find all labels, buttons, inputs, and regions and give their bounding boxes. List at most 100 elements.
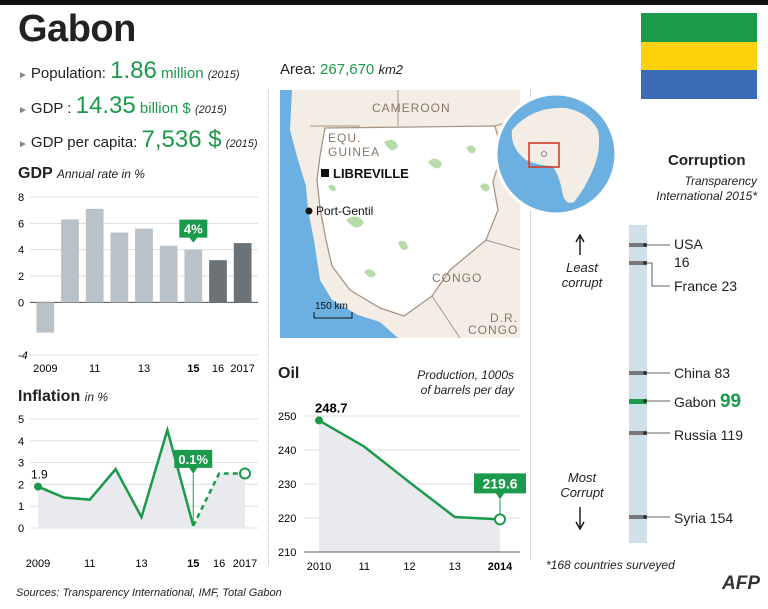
map-label-cameroon: CAMEROON xyxy=(372,101,451,115)
afp-logo: AFP xyxy=(722,573,760,594)
inflation-y-tick: 0 xyxy=(18,523,24,535)
globe-gabon-dot xyxy=(541,151,547,157)
label-usa-rank: 16 xyxy=(674,254,690,270)
gdp-x-tick: 16 xyxy=(212,363,224,375)
inflation-end-point xyxy=(239,467,251,480)
marker-gabon xyxy=(629,399,647,404)
stat-population: ► Population: 1.86 million (2015) xyxy=(18,57,240,84)
gabon-flag xyxy=(641,13,757,99)
bullet-icon: ► xyxy=(18,70,28,81)
label-russia: Russia 119 xyxy=(674,427,744,443)
globe-inset xyxy=(494,92,618,216)
source-note: Sources: Transparency International, IMF… xyxy=(16,587,282,599)
map-sea xyxy=(280,90,398,338)
gdp-y-tick: 2 xyxy=(18,271,24,283)
marker-syria xyxy=(629,515,647,519)
oil-y-tick: 240 xyxy=(278,445,296,457)
leader-lines xyxy=(643,243,670,519)
gdp-bar xyxy=(110,232,129,303)
map-label-congo: CONGO xyxy=(432,271,482,285)
map-label-dr: D.R. xyxy=(490,311,518,325)
gdp-bar xyxy=(159,245,178,303)
inflation-y-tick: 5 xyxy=(18,414,24,426)
inflation-highlight-callout xyxy=(174,449,213,474)
divider-left xyxy=(268,90,269,565)
oil-start-point xyxy=(315,416,323,425)
label-most-corrupt: Most Corrupt xyxy=(560,470,604,500)
gdp-x-tick: 11 xyxy=(89,363,100,375)
gdp-highlight-callout xyxy=(179,219,208,243)
gdp-bar-chart: -4 0 2 4 6 8 2009 11 13 15 4% 16 2017 xyxy=(18,192,258,375)
arrow-up-icon xyxy=(575,233,585,255)
map-label-guinea: GUINEA xyxy=(328,145,380,159)
oil-x-tick: 12 xyxy=(403,561,415,573)
page-title: Gabon xyxy=(18,8,136,50)
oil-x-tick: 2014 xyxy=(488,561,513,573)
gdp-y-tick: -4 xyxy=(18,350,28,362)
oil-y-tick: 230 xyxy=(278,479,296,491)
inflation-forecast-line xyxy=(192,472,245,527)
corruption-scale xyxy=(575,225,670,543)
oil-y-tick: 220 xyxy=(278,513,296,525)
inflation-start-point xyxy=(34,482,42,491)
map-label-equ: EQU. xyxy=(328,131,361,145)
oil-start-label: 248.7 xyxy=(315,400,348,415)
inflation-y-tick: 1 xyxy=(18,501,24,513)
corruption-subtitle: Transparency International 2015* xyxy=(656,174,757,203)
divider-right xyxy=(530,90,531,560)
corruption-footnote: *168 countries surveyed xyxy=(546,558,675,572)
city-marker xyxy=(305,207,313,215)
oil-area xyxy=(319,420,500,552)
inflation-line xyxy=(37,425,195,527)
label-france: France 23 xyxy=(674,278,738,294)
label-gabon: Gabon 99 xyxy=(674,391,742,412)
stat-gdp: ► GDP : 14.35 billion $ (2015) xyxy=(18,92,227,119)
inflation-area xyxy=(38,429,245,528)
inflation-x-tick: 2009 xyxy=(26,558,50,570)
gdp-bar xyxy=(135,228,153,303)
inflation-x-tick: 16 xyxy=(213,558,225,570)
label-usa: USA xyxy=(674,236,703,252)
stat-gdp-per-capita: ► GDP per capita: 7,536 $ (2015) xyxy=(18,126,258,153)
gdp-highlight-label: 4% xyxy=(184,222,203,237)
gdp-chart-title: GDP Annual rate in % xyxy=(18,165,145,182)
marker-france xyxy=(629,261,647,265)
label-china: China 83 xyxy=(674,365,731,381)
corruption-bar xyxy=(629,225,647,543)
marker-china xyxy=(629,371,647,375)
city-port-gentil: Port-Gentil xyxy=(316,204,373,218)
stat-area: Area: 267,670 km2 xyxy=(280,61,403,78)
gdp-bar xyxy=(209,260,227,303)
bullet-icon: ► xyxy=(18,139,28,150)
arrow-down-icon xyxy=(575,507,585,531)
gdp-bar xyxy=(85,208,104,303)
inflation-highlight-label: 0.1% xyxy=(178,452,208,467)
gabon-map: CAMEROON EQU. GUINEA CONGO D.R. CONGO LI… xyxy=(280,90,520,338)
oil-line xyxy=(318,419,501,521)
inflation-x-tick: 15 xyxy=(187,558,199,570)
top-rule xyxy=(0,0,768,5)
flag-yellow-stripe xyxy=(641,41,757,71)
gdp-x-tick: 2017 xyxy=(230,363,254,375)
corruption-title: Corruption xyxy=(668,152,746,169)
inflation-x-tick: 2017 xyxy=(233,558,257,570)
inflation-y-tick: 2 xyxy=(18,479,24,491)
gdp-y-tick: 0 xyxy=(18,297,24,309)
gdp-x-tick: 13 xyxy=(138,363,150,375)
oil-x-tick: 2010 xyxy=(307,561,331,573)
gdp-bar xyxy=(36,302,55,333)
oil-line-chart: 210 220 230 240 250 248.7 219.6 2010 11 12 13 2014 xyxy=(278,400,526,573)
inflation-y-tick: 3 xyxy=(18,458,24,470)
gdp-bar xyxy=(233,243,252,303)
oil-x-tick: 13 xyxy=(449,561,461,573)
oil-end-point xyxy=(494,513,506,526)
inflation-chart-title: Inflation in % xyxy=(18,388,109,405)
gdp-y-tick: 4 xyxy=(18,245,24,257)
gdp-x-tick: 2009 xyxy=(33,363,57,375)
inflation-line-chart: 0 1 2 3 4 5 1.9 0.1% 2009 11 13 15 16 2017 xyxy=(18,414,258,570)
flag-blue-stripe xyxy=(641,70,757,99)
oil-x-tick: 11 xyxy=(359,561,370,573)
inflation-x-tick: 11 xyxy=(84,558,95,570)
gdp-y-tick: 6 xyxy=(18,218,24,230)
oil-end-callout xyxy=(474,473,526,500)
